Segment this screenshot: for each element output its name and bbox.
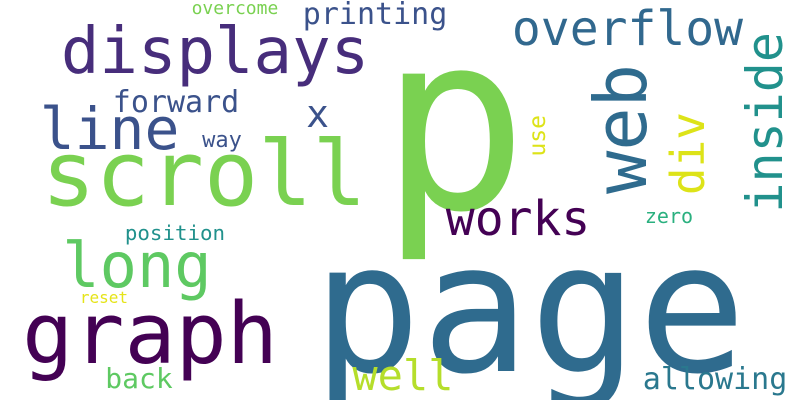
word-overcome: overcome: [191, 0, 279, 19]
word-page: page: [312, 205, 747, 400]
word-scroll: scroll: [41, 122, 367, 227]
word-overflow: overflow: [511, 1, 744, 57]
word-printing: printing: [302, 0, 448, 32]
word-displays: displays: [60, 15, 370, 89]
word-x: x: [306, 92, 329, 136]
word-forward: forward: [112, 85, 240, 120]
word-inside: inside: [736, 32, 794, 213]
word-p: p: [380, 0, 528, 267]
word-zero: zero: [644, 204, 694, 228]
word-position: position: [124, 220, 226, 245]
word-div: div: [661, 111, 715, 195]
word-allowing: allowing: [642, 362, 788, 397]
word-reset: reset: [79, 288, 129, 307]
word-well: well: [352, 351, 454, 400]
word-way: way: [202, 128, 242, 153]
word-long: long: [62, 229, 212, 302]
word-line: line: [39, 95, 180, 163]
word-works: works: [445, 191, 591, 247]
word-back: back: [105, 362, 173, 395]
word-graph: graph: [22, 285, 278, 384]
word-use: use: [525, 115, 551, 157]
word-web: web: [579, 64, 663, 195]
